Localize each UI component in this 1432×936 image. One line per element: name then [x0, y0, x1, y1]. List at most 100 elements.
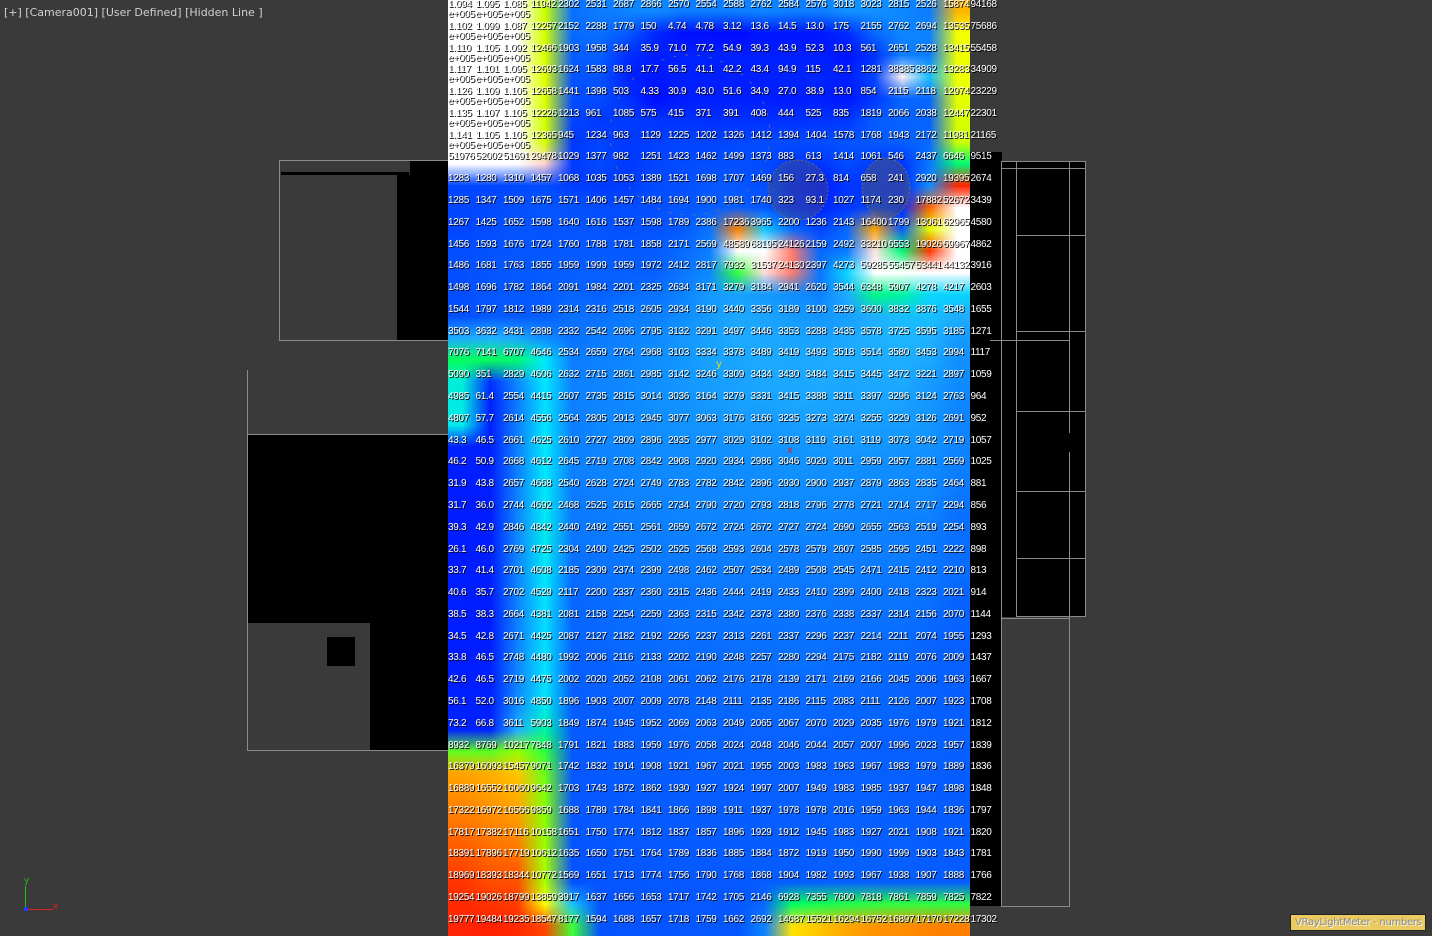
meter-value: 3020: [805, 456, 827, 468]
meter-value: 1750: [585, 826, 607, 838]
meter-value: 19254: [448, 891, 475, 903]
meter-value: 1921: [943, 717, 965, 729]
meter-value: 43.9: [778, 42, 797, 54]
meter-value: 2935: [668, 434, 690, 446]
meter-value: 2665: [640, 499, 662, 511]
meter-value: 2294: [943, 499, 965, 511]
viewport-label[interactable]: [+] [Camera001] [User Defined] [Hidden L…: [4, 6, 263, 19]
meter-value: 3309: [723, 369, 745, 381]
meter-value: 1537: [613, 216, 635, 228]
meter-value: 3518: [833, 347, 855, 359]
meter-value: 156: [778, 173, 794, 185]
meter-value: 2519: [915, 521, 937, 533]
meter-value: 2920: [915, 173, 937, 185]
meter-value: 1957: [943, 739, 965, 751]
meter-value: 2607: [833, 543, 855, 555]
meter-value: 1976: [888, 717, 910, 729]
meter-value: 658: [860, 173, 877, 185]
meter-value: 1377: [585, 151, 607, 163]
meter-value: 1797: [475, 303, 497, 315]
meter-value: 2691: [943, 412, 965, 424]
meter-value: 2634: [668, 282, 690, 294]
meter-value: 1855: [530, 260, 552, 272]
meter-value: 1789: [585, 804, 607, 816]
meter-value: 2724: [805, 521, 827, 533]
meter-value: 4850: [530, 695, 552, 707]
meter-value: 2531: [585, 0, 607, 10]
meter-row: 1285 1347 1509 1675 1571 1406 1457 1484 1694 1900…: [448, 196, 1008, 216]
meter-value: 1768: [723, 870, 745, 882]
meter-value: 525: [805, 107, 822, 119]
meter-value: 27.0: [778, 86, 797, 98]
meter-value: 13283: [943, 64, 970, 76]
meter-row: 19254 19026 18799 13859 3917 1637 1656 1653 1717…: [448, 891, 1008, 913]
meter-value: 3296: [888, 391, 910, 403]
meter-value: 4529: [530, 587, 552, 599]
meter-value: 3184: [750, 282, 772, 294]
meter-value: 1705: [723, 891, 745, 903]
meter-value: 50.9: [475, 456, 495, 468]
meter-value: 1949: [805, 783, 827, 795]
meter-value: 3102: [750, 434, 772, 446]
meter-value: 2061: [668, 674, 690, 686]
meter-value: 2412: [915, 565, 937, 577]
meter-value: 3221: [915, 369, 937, 381]
meter-value: 1799: [888, 216, 910, 228]
meter-value: 4606: [530, 369, 552, 381]
meter-value: 2715: [585, 369, 607, 381]
meter-row: 4807 57.7 2614 4556 2564 2805 2913 2945 3077 3063…: [448, 412, 1008, 434]
meter-value: 1251: [640, 151, 662, 163]
meter-value: 1616: [585, 216, 607, 228]
meter-value: 3876: [915, 303, 937, 315]
meter-value: 56.1: [448, 695, 467, 707]
meter-value: 2861: [613, 369, 635, 381]
meter-value: 2190: [695, 652, 717, 664]
meter-value: 46.5: [475, 674, 495, 686]
meter-value: 2585: [860, 543, 882, 555]
meter-value: 2605: [640, 303, 662, 315]
meter-value: 2607: [558, 391, 580, 403]
meter-value: 18393: [475, 870, 503, 882]
meter-value: 2254: [943, 521, 965, 533]
meter-value: 2934: [668, 303, 690, 315]
meter-value: 40.6: [448, 587, 467, 599]
meter-value: 43.4: [750, 64, 770, 76]
meter-value: 1724: [530, 238, 552, 250]
meter-value: 56.5: [668, 64, 687, 76]
meter-value: 3046: [778, 456, 800, 468]
meter-value: 19777: [448, 913, 475, 925]
meter-value: 2261: [750, 630, 772, 642]
meter-value: 2593: [723, 543, 745, 555]
meter-value: 2006: [915, 674, 937, 686]
meter-value: 1766: [970, 870, 992, 882]
meter-value: 52672: [943, 195, 970, 207]
meter-value: 1703: [558, 783, 580, 795]
meter-value: 1836: [970, 761, 992, 773]
meter-value: 1967: [860, 761, 882, 773]
meter-value: 2111: [723, 695, 743, 707]
meter-value: 1271: [970, 325, 992, 337]
meter-value: 2778: [833, 499, 855, 511]
meter-row: 38.5 38.3 2664 4381 2081 2158 2254 2259 2363 2315…: [448, 609, 1008, 630]
meter-value: 1117: [970, 347, 991, 359]
meter-value: 2021: [723, 761, 745, 773]
meter-value: 813: [970, 565, 987, 577]
meter-value: 3415: [833, 369, 855, 381]
meter-value: 1281: [860, 64, 882, 76]
meter-value: 1394: [778, 129, 800, 141]
meter-value: 3514: [860, 347, 882, 359]
meter-value: 2762: [888, 20, 910, 32]
meter-value: 46.2: [448, 456, 467, 468]
meter-value: 3014: [640, 391, 662, 403]
meter-value: 1.105e+005: [475, 129, 503, 151]
meter-value: 2655: [860, 521, 882, 533]
meter-value: 2302: [558, 0, 580, 10]
meter-value: 16379: [448, 761, 475, 773]
meter-value: 444: [778, 107, 794, 119]
meter-value: 1651: [558, 826, 580, 838]
meter-value: 1389: [640, 173, 662, 185]
meter-value: 15521: [805, 913, 833, 925]
meter-value: 1981: [723, 195, 745, 207]
meter-value: 8177: [558, 913, 580, 925]
